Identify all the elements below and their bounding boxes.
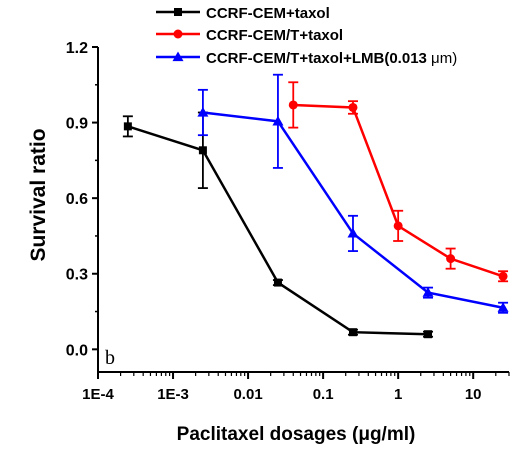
y-tick-label: 0.9 (66, 116, 88, 133)
y-tick-label: 1.2 (66, 40, 88, 57)
x-tick-label: 1E-4 (82, 386, 114, 403)
data-point (446, 254, 456, 264)
data-point (347, 227, 359, 238)
data-point (348, 102, 358, 112)
legend-marker (174, 8, 182, 16)
data-point (123, 122, 132, 131)
series-line-3 (202, 111, 504, 309)
data-point (198, 146, 207, 155)
data-point (424, 330, 433, 339)
legend-label: CCRF-CEM/T+taxol+LMB(0.013 μm) (206, 50, 457, 67)
legend-label: CCRF-CEM+taxol (206, 5, 330, 22)
x-tick-label: 0.1 (313, 386, 334, 403)
y-tick-label: 0.6 (66, 191, 88, 208)
data-point (197, 107, 209, 117)
data-point (393, 221, 403, 231)
data-point (498, 271, 508, 281)
x-tick-label: 1E-3 (157, 386, 189, 403)
data-point (272, 115, 284, 126)
legend-label: CCRF-CEM/T+taxol (206, 27, 343, 44)
axes-frame (97, 47, 509, 373)
y-axis-title: Survival ratio (27, 128, 50, 261)
legend-marker (172, 51, 184, 62)
x-tick-label: 1 (394, 386, 402, 403)
data-point (288, 100, 298, 110)
y-tick-label: 0.0 (66, 342, 88, 359)
data-point (273, 278, 282, 287)
data-point (348, 328, 357, 337)
y-tick-label: 0.3 (66, 267, 88, 284)
legend-marker (173, 29, 183, 39)
data-point (497, 302, 509, 312)
x-axis-title: Paclitaxel dosages (μg/ml) (177, 424, 416, 445)
panel-label: b (105, 347, 115, 369)
data-point (422, 287, 434, 297)
x-tick-label: 10 (465, 386, 482, 403)
x-tick-label: 0.01 (233, 386, 262, 403)
plot-layer: 0.0 0.3 0.6 0.9 1.2 1E-4 1E-3 0.01 0.1 1 10 (66, 40, 510, 403)
legend: CCRF-CEM+taxol CCRF-CEM/T+taxol CCRF-CEM/T… (156, 5, 457, 67)
